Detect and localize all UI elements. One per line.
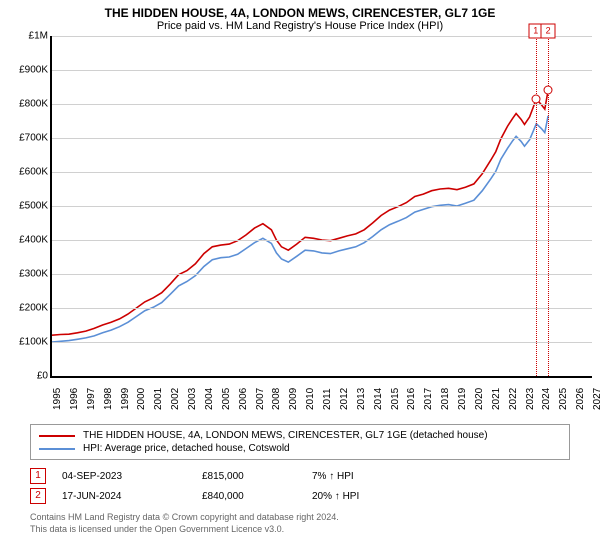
point-price: £840,000 <box>202 491 312 502</box>
point-hpi: 20% ↑ HPI <box>312 491 402 502</box>
legend-swatch <box>39 435 75 437</box>
chart-subtitle: Price paid vs. HM Land Registry's House … <box>0 20 600 32</box>
y-axis-label: £800K <box>6 99 48 110</box>
y-axis-label: £400K <box>6 235 48 246</box>
marker-vline <box>536 36 537 376</box>
series-line <box>52 90 548 335</box>
legend-label: THE HIDDEN HOUSE, 4A, LONDON MEWS, CIREN… <box>83 430 488 441</box>
point-index: 1 <box>30 468 46 484</box>
y-axis-label: £100K <box>6 337 48 348</box>
footer-line: Contains HM Land Registry data © Crown c… <box>30 512 570 524</box>
legend-box: THE HIDDEN HOUSE, 4A, LONDON MEWS, CIREN… <box>30 424 570 460</box>
point-date: 04-SEP-2023 <box>62 471 202 482</box>
data-point-row: 1 04-SEP-2023£815,0007% ↑ HPI <box>30 466 570 486</box>
point-price: £815,000 <box>202 471 312 482</box>
y-axis-label: £1M <box>6 31 48 42</box>
gridline <box>52 274 592 275</box>
plot-region: £0£100K£200K£300K£400K£500K£600K£700K£80… <box>50 36 592 378</box>
gridline <box>52 342 592 343</box>
y-axis-label: £900K <box>6 65 48 76</box>
gridline <box>52 104 592 105</box>
data-point-row: 2 17-JUN-2024£840,00020% ↑ HPI <box>30 486 570 506</box>
gridline <box>52 206 592 207</box>
legend-item: THE HIDDEN HOUSE, 4A, LONDON MEWS, CIREN… <box>39 429 561 442</box>
gridline <box>52 36 592 37</box>
y-axis-label: £0 <box>6 371 48 382</box>
data-points-table: 1 04-SEP-2023£815,0007% ↑ HPI 2 17-JUN-2024… <box>30 466 570 506</box>
point-index: 2 <box>30 488 46 504</box>
marker-dot <box>531 94 540 103</box>
footer-line: This data is licensed under the Open Gov… <box>30 524 570 536</box>
footer-attribution: Contains HM Land Registry data © Crown c… <box>30 512 570 535</box>
y-axis-label: £500K <box>6 201 48 212</box>
gridline <box>52 308 592 309</box>
y-axis-label: £600K <box>6 167 48 178</box>
gridline <box>52 70 592 71</box>
legend-item: HPI: Average price, detached house, Cots… <box>39 442 561 455</box>
y-axis-label: £200K <box>6 303 48 314</box>
marker-dot <box>544 86 553 95</box>
chart-area: £0£100K£200K£300K£400K£500K£600K£700K£80… <box>50 36 590 396</box>
gridline <box>52 240 592 241</box>
marker-label: 2 <box>541 24 556 39</box>
point-hpi: 7% ↑ HPI <box>312 471 402 482</box>
chart-title: THE HIDDEN HOUSE, 4A, LONDON MEWS, CIREN… <box>0 0 600 20</box>
y-axis-label: £700K <box>6 133 48 144</box>
point-date: 17-JUN-2024 <box>62 491 202 502</box>
legend-label: HPI: Average price, detached house, Cots… <box>83 443 290 454</box>
y-axis-label: £300K <box>6 269 48 280</box>
gridline <box>52 172 592 173</box>
legend-swatch <box>39 448 75 450</box>
gridline <box>52 138 592 139</box>
